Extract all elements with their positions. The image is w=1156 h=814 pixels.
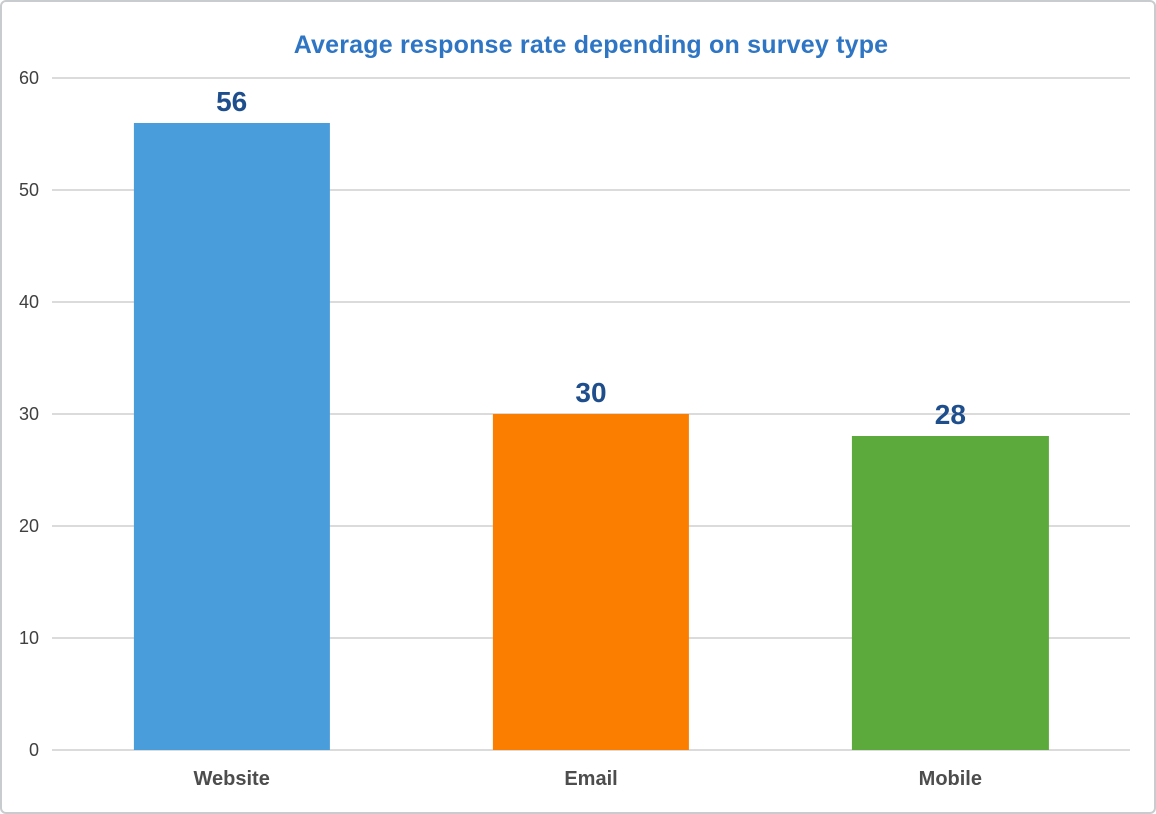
bar-email — [492, 414, 690, 750]
bar-value-label: 28 — [934, 399, 966, 431]
bar-mobile — [852, 436, 1049, 750]
bar-value-label: 30 — [575, 377, 607, 408]
x-category-label: Email — [564, 768, 618, 790]
x-category-label: Mobile — [918, 768, 982, 790]
gridline — [52, 301, 1130, 303]
bar-website — [133, 122, 330, 750]
gridline — [52, 189, 1130, 191]
gridline — [52, 749, 1130, 751]
gridline — [52, 77, 1130, 79]
chart-title: Average response rate depending on surve… — [293, 31, 889, 59]
plot-area: 0 10 20 30 40 50 60 56 Website 30 Email 28 Mobile — [19, 69, 1130, 789]
bar-value-label: 56 — [216, 85, 248, 117]
x-category-label: Website — [193, 768, 270, 790]
